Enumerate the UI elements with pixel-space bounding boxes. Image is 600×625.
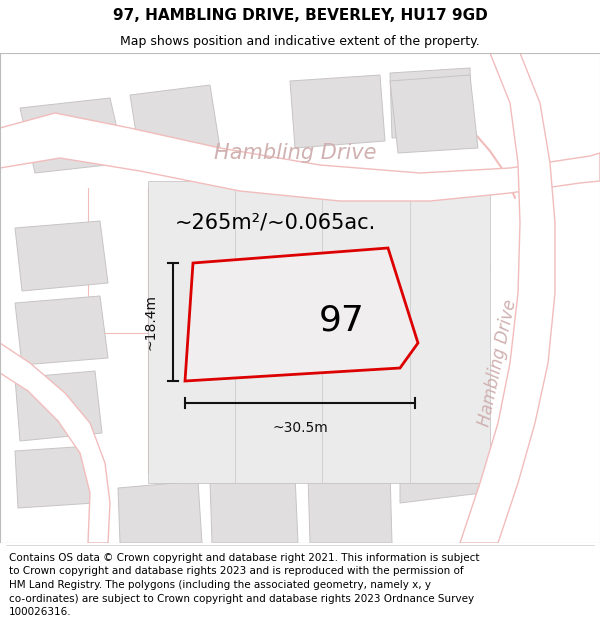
Polygon shape [148,181,490,483]
Text: ~30.5m: ~30.5m [272,421,328,435]
Text: Contains OS data © Crown copyright and database right 2021. This information is : Contains OS data © Crown copyright and d… [9,553,479,618]
Text: Hambling Drive: Hambling Drive [476,298,520,428]
Polygon shape [15,371,102,441]
Polygon shape [185,248,418,381]
Polygon shape [210,475,298,543]
Text: Hambling Drive: Hambling Drive [214,143,376,163]
Polygon shape [15,221,108,291]
Polygon shape [20,98,125,173]
Text: 97, HAMBLING DRIVE, BEVERLEY, HU17 9GD: 97, HAMBLING DRIVE, BEVERLEY, HU17 9GD [113,8,487,23]
Polygon shape [15,296,108,365]
Polygon shape [392,201,490,281]
Polygon shape [390,75,478,153]
Text: Map shows position and indicative extent of the property.: Map shows position and indicative extent… [120,35,480,48]
Polygon shape [460,53,555,543]
Polygon shape [290,75,385,148]
Polygon shape [118,481,202,543]
Polygon shape [0,343,110,543]
Polygon shape [398,353,488,431]
Text: ~18.4m: ~18.4m [144,294,158,350]
Text: 97: 97 [319,304,365,338]
Text: ~265m²/~0.065ac.: ~265m²/~0.065ac. [175,213,376,233]
Polygon shape [130,85,220,158]
Polygon shape [0,113,600,201]
Polygon shape [395,278,490,355]
Polygon shape [390,68,472,138]
Polygon shape [15,446,95,508]
Polygon shape [308,471,392,543]
Polygon shape [400,431,482,503]
